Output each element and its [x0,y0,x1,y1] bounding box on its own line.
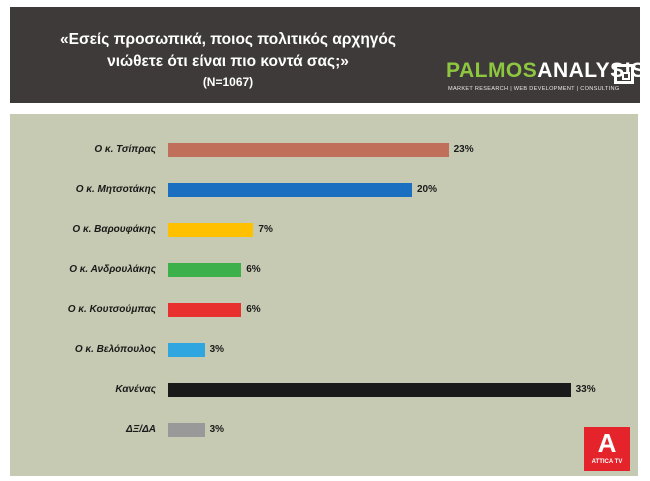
chart-title: «Εσείς προσωπικά, ποιος πολιτικός αρχηγό… [28,29,428,91]
value-label: 6% [246,264,261,275]
logo-tagline: MARKET RESEARCH | WEB DEVELOPMENT | CONS… [448,86,620,92]
bar [168,223,254,237]
category-label: Ο κ. Τσίπρας [94,144,156,155]
bar [168,143,449,157]
value-label: 6% [246,304,261,315]
bar [168,383,571,397]
category-label: Κανένας [115,384,156,395]
header-banner: «Εσείς προσωπικά, ποιος πολιτικός αρχηγό… [10,7,645,103]
bar [168,423,205,437]
bar [168,343,205,357]
category-label: Ο κ. Βαρουφάκης [72,224,156,235]
value-label: 33% [575,384,596,395]
attica-tv-logo: A ATTICA TV [584,427,630,471]
palmos-analysis-logo: PALMOSANALYSIS MARKET RESEARCH | WEB DEV… [446,59,645,97]
category-label: Ο κ. Μητσοτάκης [75,184,156,195]
bar [168,263,242,277]
value-label: 7% [258,224,273,235]
value-label: 3% [209,344,225,355]
sample-size: (N=1067) [202,75,254,89]
logo-square-icon [614,64,634,84]
bar [168,303,242,317]
category-label: Ο κ. Βελόπουλος [74,344,156,355]
value-label: 20% [417,184,438,195]
chart-panel: Ο κ. Τσίπρας 23% Ο κ. Μητσοτάκης 20% Ο κ. Βα… [10,114,638,476]
value-label: 3% [209,424,225,435]
bar [168,183,412,197]
value-label: 23% [453,144,474,155]
title-line-2: νιώθετε ότι είναι πιο κοντά σας;» [107,53,349,70]
attica-name: ATTICA TV [591,459,623,465]
category-label: Ο κ. Κουτσούμπας [67,304,156,315]
title-line-1: «Εσείς προσωπικά, ποιος πολιτικός αρχηγό… [60,31,396,48]
attica-mark: A [597,428,617,458]
category-label: Ο κ. Ανδρουλάκης [69,264,156,275]
logo-part-1: PALMOS [446,59,538,82]
category-label: ΔΞ/ΔΑ [126,424,156,435]
